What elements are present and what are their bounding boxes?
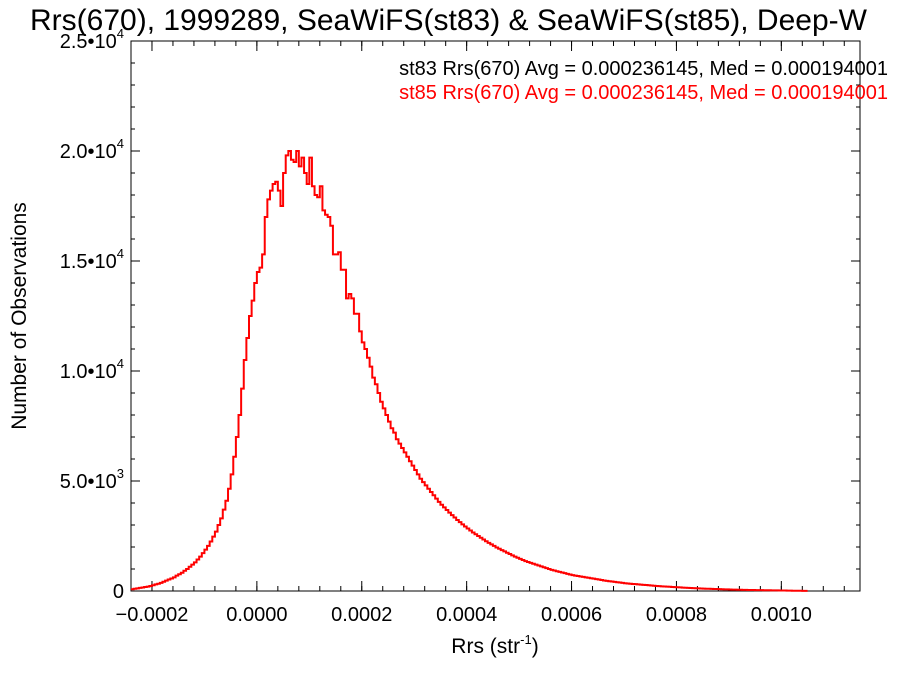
y-tick-exponent: 4	[117, 246, 124, 261]
legend-entry-st85: st85 Rrs(670) Avg = 0.000236145, Med = 0…	[399, 82, 888, 104]
x-axis-label: Rrs (str-1)	[451, 632, 538, 658]
y-tick-label: 2.5•104	[60, 26, 124, 53]
legend-entry-st83: st83 Rrs(670) Avg = 0.000236145, Med = 0…	[399, 58, 888, 80]
x-axis-label-exponent: -1	[520, 632, 532, 647]
plot-frame	[130, 40, 861, 592]
y-tick-label: 2.0•104	[60, 136, 124, 163]
y-tick-mantissa: 5.0•10	[60, 471, 117, 493]
y-axis-label: Number of Observations	[8, 202, 31, 430]
x-tick-label: 0.0004	[436, 604, 497, 626]
x-tick-label: 0.0000	[226, 604, 287, 626]
y-tick-label: 5.0•103	[60, 466, 124, 493]
x-tick-label: 0.0010	[751, 604, 812, 626]
x-tick-label: 0.0008	[646, 604, 707, 626]
y-tick-exponent: 3	[117, 466, 124, 481]
y-tick-exponent: 4	[117, 26, 124, 41]
y-tick-label: 1.0•104	[60, 356, 124, 383]
series-histogram-line	[131, 150, 808, 592]
y-tick-mantissa: 0	[113, 581, 124, 603]
y-tick-label: 0	[113, 581, 124, 603]
y-tick-exponent: 4	[117, 136, 124, 151]
x-tick-label: −0.0002	[116, 604, 189, 626]
y-tick-mantissa: 1.5•10	[60, 251, 117, 273]
y-tick-exponent: 4	[117, 356, 124, 371]
y-tick-mantissa: 1.0•10	[60, 361, 117, 383]
y-tick-mantissa: 2.5•10	[60, 31, 117, 53]
y-tick-label: 1.5•104	[60, 246, 124, 273]
x-tick-label: 0.0002	[331, 604, 392, 626]
x-axis-label-close: )	[532, 635, 539, 658]
chart-title: Rrs(670), 1999289, SeaWiFS(st83) & SeaWi…	[30, 4, 868, 37]
x-tick-label: 0.0006	[541, 604, 602, 626]
y-tick-mantissa: 2.0•10	[60, 141, 117, 163]
x-axis-label-main: Rrs (str	[451, 635, 520, 658]
